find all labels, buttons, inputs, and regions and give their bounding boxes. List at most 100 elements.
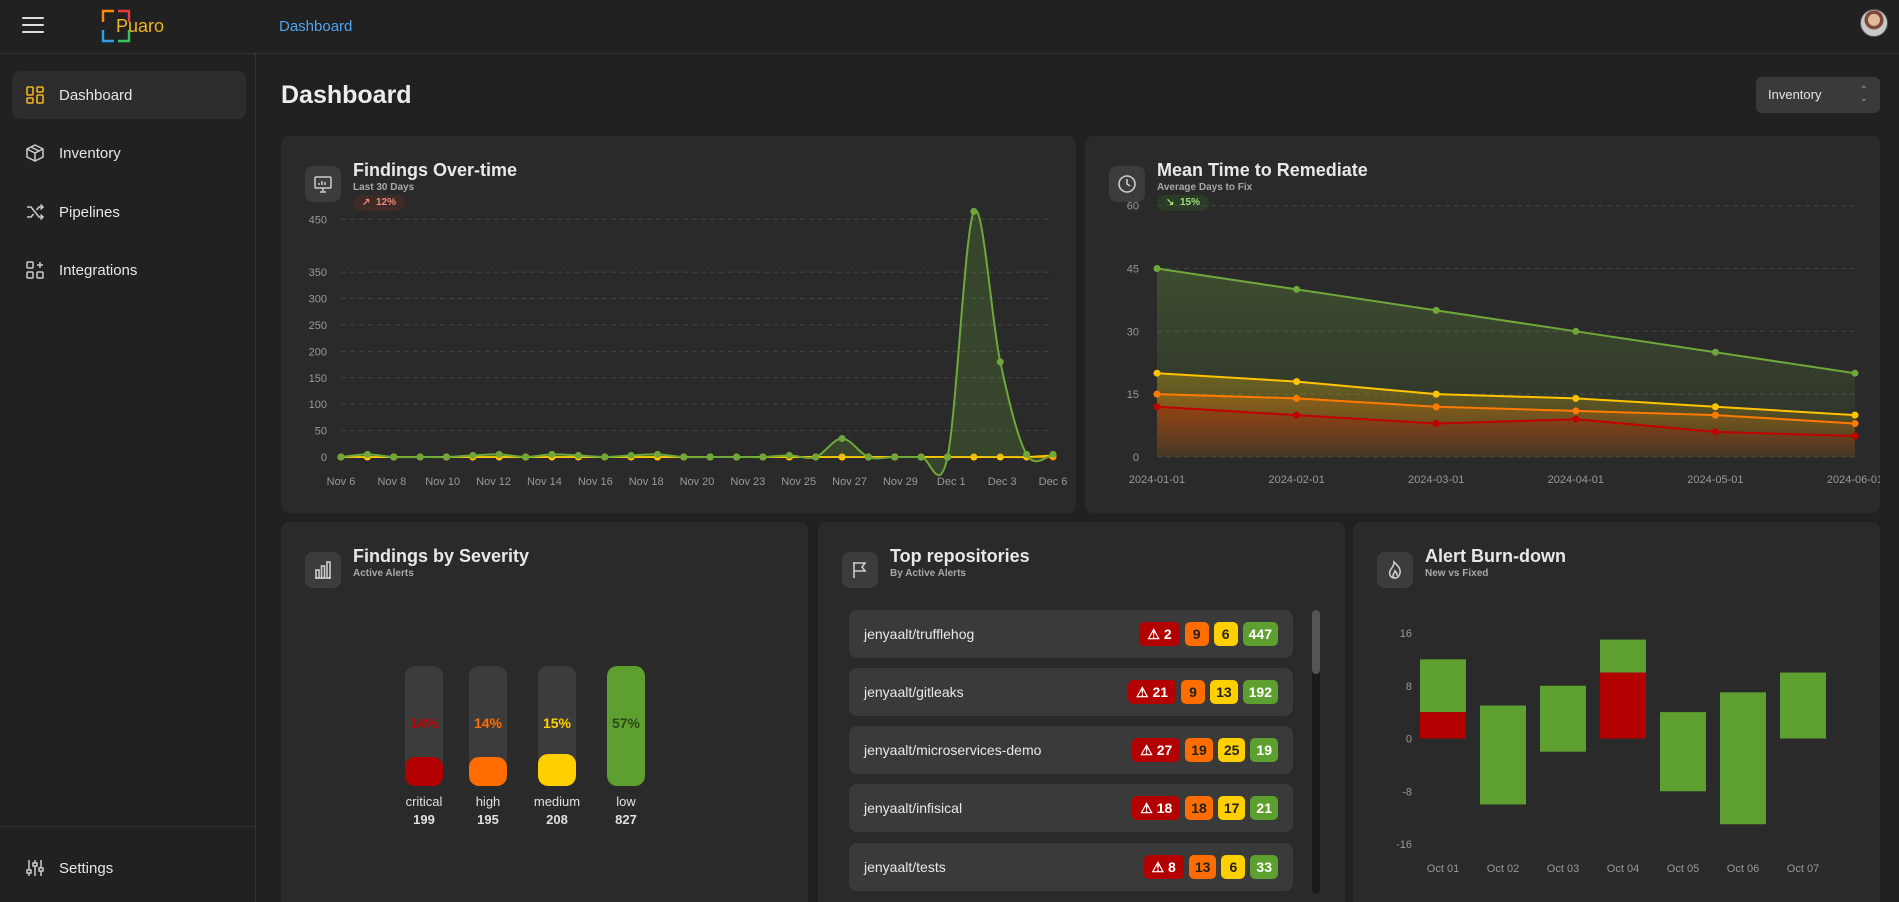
page-title: Dashboard [281, 81, 412, 109]
severity-bar-critical[interactable] [405, 666, 443, 786]
sidebar-item-label: Inventory [59, 144, 121, 162]
severity-percent: 14% [409, 715, 439, 731]
sidebar-item-pipelines[interactable]: Pipelines [12, 188, 246, 236]
high-badge: 19 [1185, 738, 1213, 762]
x-tick-label: Nov 10 [425, 476, 460, 488]
y-tick-label: 60 [1127, 201, 1139, 213]
top-bar: Puaro Dashboard [0, 0, 1899, 54]
repo-row[interactable]: jenyaalt/infisical ⚠ 18 18 17 21 [849, 784, 1293, 832]
data-point [706, 453, 714, 461]
y-tick-label: 0 [1406, 734, 1412, 746]
data-point [944, 453, 952, 461]
critical-badge: ⚠ 27 [1132, 738, 1181, 762]
sidebar-item-dashboard[interactable]: Dashboard [12, 71, 246, 119]
y-tick-label: 150 [309, 373, 327, 385]
findings-overtime-card: Findings Over-time Last 30 Days ↗ 12% 0 5… [281, 136, 1076, 513]
severity-bar-low[interactable] [607, 666, 645, 786]
data-point [1711, 348, 1719, 356]
y-tick-label: 450 [309, 214, 327, 226]
card-subtitle: Active Alerts [353, 568, 414, 579]
data-point [442, 453, 450, 461]
severity-bar-high[interactable] [469, 666, 507, 786]
data-point [363, 450, 371, 458]
y-tick-label: 300 [309, 294, 327, 306]
mttr-chart: 0 15 30 45 60 2024-01-01 2024-02-01 2024-03-01 2… [1127, 201, 1880, 486]
sidebar-item-integrations[interactable]: Integrations [12, 246, 246, 294]
critical-badge: ⚠ 21 [1128, 680, 1177, 704]
repo-row[interactable]: jenyaalt/gitleaks ⚠ 21 9 13 192 [849, 668, 1293, 716]
x-tick-label: Nov 12 [476, 476, 511, 488]
data-point [1851, 432, 1859, 440]
scope-select[interactable]: Inventory ⌃ ⌄ [1756, 77, 1880, 113]
x-tick-label: Nov 27 [832, 476, 867, 488]
data-point [574, 451, 582, 459]
sidebar-item-inventory[interactable]: Inventory [12, 129, 246, 177]
x-tick-label: Oct 01 [1427, 863, 1459, 875]
x-tick-label: Nov 6 [327, 476, 356, 488]
new-bar [1540, 685, 1586, 752]
series-area [341, 209, 1053, 476]
y-tick-label: -8 [1402, 786, 1412, 798]
series-line [1156, 267, 1856, 375]
data-point [1572, 394, 1580, 402]
y-tick-label: 30 [1127, 326, 1139, 338]
data-point [495, 450, 503, 458]
repo-badges: ⚠ 27 19 25 19 [1132, 738, 1278, 762]
repo-row[interactable]: jenyaalt/trufflehog ⚠ 2 9 6 447 [849, 610, 1293, 658]
severity-count: 199 [413, 812, 435, 827]
repo-row[interactable]: jenyaalt/microservices-demo ⚠ 27 19 25 1… [849, 726, 1293, 774]
series-line [1156, 393, 1856, 425]
new-bar [1420, 659, 1466, 713]
new-bar [1660, 712, 1706, 792]
avatar[interactable] [1860, 9, 1888, 37]
severity-bar-fill [538, 754, 576, 786]
data-point [1711, 428, 1719, 436]
y-tick-label: 16 [1400, 628, 1412, 640]
low-badge: 33 [1250, 855, 1278, 879]
mttr-card: Mean Time to Remediate Average Days to F… [1085, 136, 1880, 513]
x-tick-label: 2024-04-01 [1548, 474, 1604, 486]
data-point [838, 453, 846, 461]
box-icon [25, 143, 45, 163]
breadcrumb[interactable]: Dashboard [279, 18, 353, 35]
data-point [1432, 403, 1440, 411]
repo-badges: ⚠ 8 13 6 33 [1143, 855, 1278, 879]
data-point [785, 451, 793, 459]
x-tick-label: Oct 04 [1607, 863, 1639, 875]
app-logo[interactable]: Puaro [100, 8, 184, 44]
data-point [1153, 403, 1161, 411]
low-badge: 19 [1250, 738, 1278, 762]
severity-count: 195 [477, 812, 499, 827]
medium-badge: 13 [1210, 680, 1238, 704]
data-point [337, 453, 345, 461]
new-bar [1600, 639, 1646, 673]
y-tick-label: 0 [321, 452, 327, 464]
x-tick-label: Dec 1 [937, 476, 966, 488]
series-line [1156, 405, 1856, 438]
medium-badge: 6 [1221, 855, 1246, 879]
y-tick-label: 350 [309, 267, 327, 279]
repo-row[interactable]: jenyaalt/tests ⚠ 8 13 6 33 [849, 843, 1293, 891]
x-tick-label: Oct 06 [1727, 863, 1759, 875]
x-tick-label: Dec 3 [988, 476, 1017, 488]
low-badge: 192 [1242, 680, 1278, 704]
repo-badges: ⚠ 21 9 13 192 [1128, 680, 1278, 704]
severity-bar-medium[interactable] [538, 666, 576, 786]
x-tick-label: Dec 6 [1039, 476, 1068, 488]
sidebar-item-label: Settings [59, 859, 114, 877]
scrollbar-thumb[interactable] [1312, 610, 1320, 674]
severity-label: critical [405, 794, 443, 809]
data-point [1572, 327, 1580, 335]
sidebar-divider [0, 826, 256, 827]
x-tick-label: Nov 20 [680, 476, 715, 488]
data-point [996, 358, 1004, 366]
data-point [996, 453, 1004, 461]
repo-scrollbar[interactable] [1312, 610, 1320, 894]
menu-icon[interactable] [22, 17, 44, 35]
sidebar-item-settings[interactable]: Settings [12, 844, 246, 892]
flame-icon [1377, 552, 1413, 588]
critical-count: 21 [1152, 684, 1169, 700]
severity-percent: 57% [611, 715, 641, 731]
data-point [1711, 403, 1719, 411]
findings-overtime-chart: 0 50 100 150 200 250 300 350 450 Nov 6 Nov 8 Nov 10… [309, 207, 1068, 488]
